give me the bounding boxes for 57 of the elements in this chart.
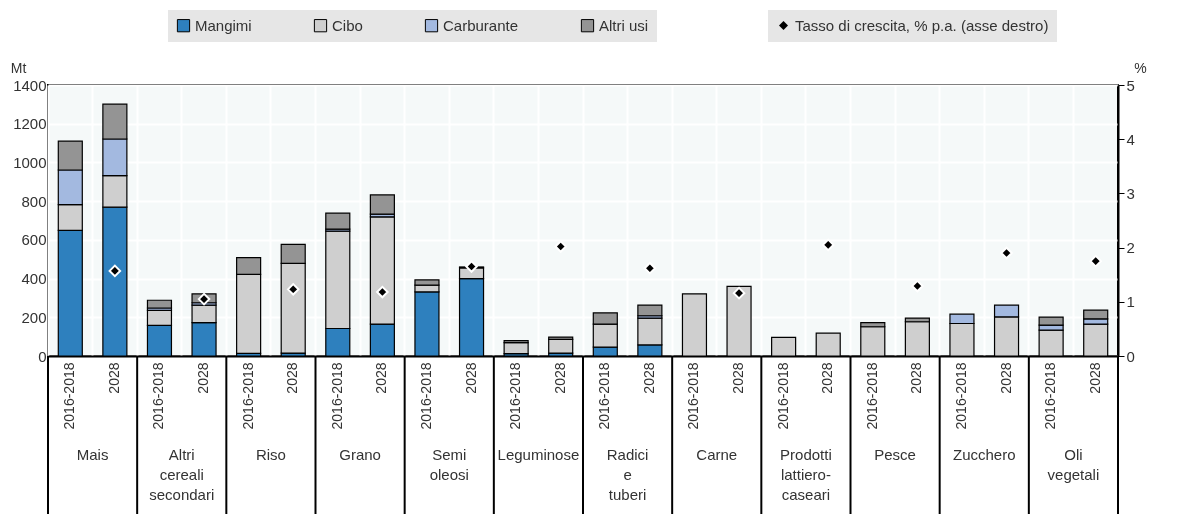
y-tick-label: 600 xyxy=(21,231,47,249)
x-tick-label: 2016-2018 xyxy=(952,362,969,430)
y-tick-label: 400 xyxy=(21,270,47,288)
legend-label: Cibo xyxy=(332,16,363,34)
x-tick-label: 2016-2018 xyxy=(596,362,613,430)
x-tick-label: 2016-2018 xyxy=(150,362,167,430)
text: Altri cereali secondari xyxy=(149,446,215,503)
x-tick-label: 2028 xyxy=(373,362,390,394)
x-tick-label: 2016-2018 xyxy=(61,362,78,430)
x-tick-label: 2016-2018 xyxy=(417,362,434,430)
x-tick-label: 2028 xyxy=(284,362,301,394)
text: Zucchero xyxy=(952,446,1016,463)
legend-label: Carburante xyxy=(443,16,519,34)
x-tick-label: 2028 xyxy=(640,362,657,394)
x-tick-label: 2016-2018 xyxy=(863,362,880,430)
y2-tick-label: 0 xyxy=(1126,347,1135,365)
text: Prodotti lattiero-caseari xyxy=(780,446,832,503)
x-tick-label: 2028 xyxy=(819,362,836,394)
x-tick-label: 2028 xyxy=(730,362,747,394)
x-tick-label: 2016-2018 xyxy=(328,362,345,430)
text: Carne xyxy=(696,446,738,463)
x-tick-label: 2016-2018 xyxy=(507,362,524,430)
legend-label: Tasso di crescita, % p.a. (asse destro) xyxy=(795,16,1049,34)
y-tick-label: 200 xyxy=(21,308,47,326)
y-tick-label: 1200 xyxy=(13,115,47,133)
text: Pesce xyxy=(874,446,916,463)
y-tick-label: 1000 xyxy=(13,153,47,171)
y2-tick-label: 2 xyxy=(1126,239,1135,257)
x-tick-label: 2028 xyxy=(462,362,479,394)
text: Semi oleosi xyxy=(429,446,469,483)
y2-tick-label: 3 xyxy=(1126,184,1135,202)
text: Grano xyxy=(339,446,381,463)
x-tick-label: 2028 xyxy=(551,362,568,394)
text: Leguminose xyxy=(497,446,580,463)
y2-tick-label: 1 xyxy=(1126,293,1135,311)
y-tick-label: 0 xyxy=(38,347,47,365)
x-tick-label: 2016-2018 xyxy=(239,362,256,430)
x-tick-label: 2016-2018 xyxy=(774,362,791,430)
x-tick-label: 2028 xyxy=(1086,362,1103,394)
x-tick-label: 2028 xyxy=(908,362,925,394)
y2-tick-label: 4 xyxy=(1126,130,1135,148)
x-tick-label: 2028 xyxy=(195,362,212,394)
x-tick-label: 2016-2018 xyxy=(1042,362,1059,430)
text: Riso xyxy=(255,446,286,463)
text: Oli vegetali xyxy=(1047,446,1100,483)
y-tick-label: 1400 xyxy=(13,76,47,94)
x-tick-label: 2028 xyxy=(997,362,1014,394)
text: Mais xyxy=(76,446,109,463)
x-tick-label: 2016-2018 xyxy=(685,362,702,430)
y2-tick-label: 5 xyxy=(1126,76,1135,94)
text: Radici e tuberi xyxy=(606,446,649,503)
y-tick-label: 800 xyxy=(21,192,47,210)
y2-axis-title: % xyxy=(1134,59,1147,76)
x-tick-label: 2028 xyxy=(105,362,122,394)
legend-label: Altri usi xyxy=(599,16,649,34)
y-axis-title: Mt xyxy=(10,59,27,76)
legend-label: Mangimi xyxy=(195,16,252,34)
